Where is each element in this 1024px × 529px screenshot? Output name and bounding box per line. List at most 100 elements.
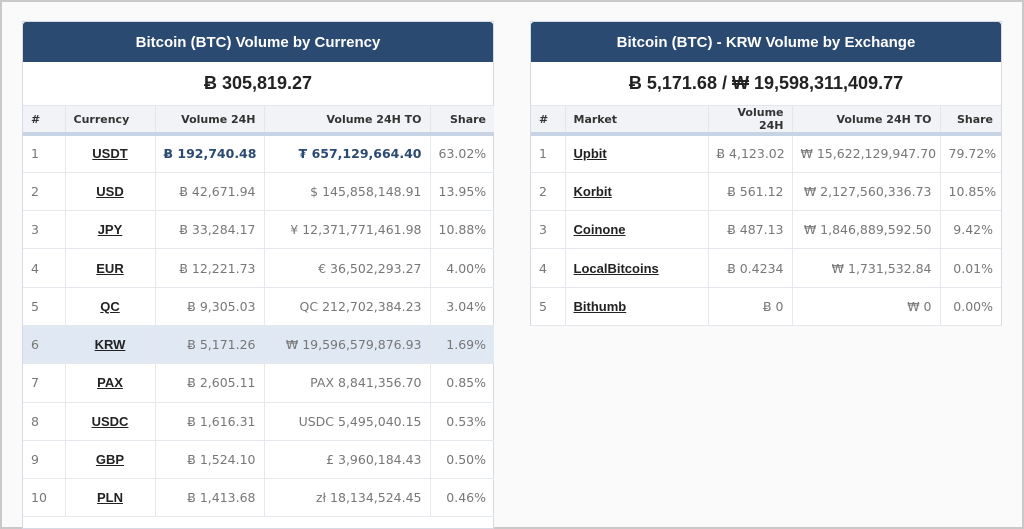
volume-to-cell: USDC 5,495,040.15: [264, 402, 431, 441]
currency-cell: USDC: [65, 402, 156, 441]
market-cell: Bithumb: [565, 287, 709, 326]
share-cell: 0.46%: [430, 478, 494, 518]
currency-cell: USDT: [65, 134, 156, 173]
share-cell: 10.85%: [940, 172, 1001, 212]
currency-link[interactable]: USD: [96, 183, 124, 199]
column-header-share[interactable]: Share: [430, 106, 494, 136]
currency-link[interactable]: PAX: [97, 375, 123, 391]
volume-cell: Ƀ 1,524.10: [155, 440, 265, 480]
market-cell: Korbit: [565, 172, 709, 212]
column-header-rank[interactable]: #: [531, 106, 566, 136]
table-row: 8 USDC Ƀ 1,616.31 USDC 5,495,040.15 0.53%: [23, 402, 494, 441]
share-cell: 10.88%: [430, 210, 494, 250]
share-cell: 1.69%: [430, 325, 494, 365]
currency-cell: GBP: [65, 440, 156, 480]
share-cell: 13.95%: [430, 172, 494, 212]
volume-to-cell: £ 3,960,184.43: [264, 440, 431, 480]
table-row: 3 Coinone Ƀ 487.13 ₩ 1,846,889,592.50 9.42%: [531, 210, 1001, 250]
rank-cell: 7: [23, 363, 66, 403]
column-header-volume[interactable]: Volume 24H: [708, 106, 793, 136]
market-link[interactable]: LocalBitcoins: [573, 260, 659, 276]
volume-to-cell: ₩ 0: [792, 287, 941, 326]
panel-total: Ƀ 5,171.68 / ₩ 19,598,311,409.77: [531, 62, 1001, 106]
currency-cell: PAX: [65, 363, 156, 403]
table-row: 4 EUR Ƀ 12,221.73 € 36,502,293.27 4.00%: [23, 248, 494, 288]
currency-link[interactable]: USDT: [92, 146, 128, 162]
currency-cell: PLN: [65, 478, 156, 518]
currency-link[interactable]: JPY: [97, 222, 123, 238]
currency-link[interactable]: KRW: [94, 337, 126, 353]
column-header-rank[interactable]: #: [23, 106, 66, 136]
volume-cell: Ƀ 9,305.03: [155, 287, 265, 326]
share-cell: 0.53%: [430, 402, 494, 441]
table-row: 5 QC Ƀ 9,305.03 QC 212,702,384.23 3.04%: [23, 287, 494, 326]
market-cell: Coinone: [565, 210, 709, 250]
table-row: 9 GBP Ƀ 1,524.10 £ 3,960,184.43 0.50%: [23, 440, 494, 480]
rank-cell: 8: [23, 402, 66, 441]
market-cell: Upbit: [565, 134, 709, 173]
share-cell: 4.00%: [430, 248, 494, 288]
volume-cell: Ƀ 42,671.94: [155, 172, 265, 212]
volume-cell: Ƀ 1,616.31: [155, 402, 265, 441]
currency-link[interactable]: USDC: [91, 413, 129, 429]
currency-cell: KRW: [65, 325, 156, 365]
currency-link[interactable]: PLN: [97, 490, 123, 506]
volume-cell: Ƀ 0: [708, 287, 793, 326]
currency-cell: QC: [65, 287, 156, 326]
share-cell: 79.72%: [940, 134, 1001, 173]
market-link[interactable]: Korbit: [573, 183, 612, 199]
table-row: 2 USD Ƀ 42,671.94 $ 145,858,148.91 13.95%: [23, 172, 494, 212]
volume-cell: Ƀ 12,221.73: [155, 248, 265, 288]
column-header-share[interactable]: Share: [940, 106, 1001, 136]
volume-to-cell: ₮ 657,129,664.40: [264, 134, 431, 173]
rank-cell: 4: [531, 248, 566, 288]
volume-cell: Ƀ 33,284.17: [155, 210, 265, 250]
volume-to-cell: $ 145,858,148.91: [264, 172, 431, 212]
currency-cell: EUR: [65, 248, 156, 288]
volume-to-cell: QC 212,702,384.23: [264, 287, 431, 326]
volume-to-cell: ₩ 1,731,532.84: [792, 248, 941, 288]
volume-cell: Ƀ 4,123.02: [708, 134, 793, 173]
volume-to-cell: ₩ 1,846,889,592.50: [792, 210, 941, 250]
currency-link[interactable]: GBP: [95, 452, 125, 468]
rank-cell: 3: [531, 210, 566, 250]
market-link[interactable]: Bithumb: [573, 298, 627, 314]
volume-cell: Ƀ 5,171.26: [155, 325, 265, 365]
volume-to-cell: ₩ 15,622,129,947.70: [792, 134, 941, 173]
rank-cell: 9: [23, 440, 66, 480]
currency-cell: USD: [65, 172, 156, 212]
volume-to-cell: PAX 8,841,356.70: [264, 363, 431, 403]
volume-to-cell: ¥ 12,371,771,461.98: [264, 210, 431, 250]
rank-cell: 2: [531, 172, 566, 212]
market-cell: LocalBitcoins: [565, 248, 709, 288]
market-link[interactable]: Upbit: [573, 146, 607, 162]
currency-cell: JPY: [65, 210, 156, 250]
share-cell: 0.00%: [940, 287, 1001, 326]
table-header-row: # Currency Volume 24H Volume 24H TO Shar…: [23, 106, 494, 136]
volume-cell: Ƀ 561.12: [708, 172, 793, 212]
column-header-volume[interactable]: Volume 24H: [155, 106, 265, 136]
table-row: 2 Korbit Ƀ 561.12 ₩ 2,127,560,336.73 10.85%: [531, 172, 1001, 212]
column-header-volume-to[interactable]: Volume 24H TO: [264, 106, 431, 136]
currency-link[interactable]: QC: [100, 298, 120, 314]
currency-link[interactable]: EUR: [96, 260, 124, 276]
rank-cell: 1: [23, 134, 66, 173]
rank-cell: 6: [23, 325, 66, 365]
volume-cell: Ƀ 1,413.68: [155, 478, 265, 518]
column-header-currency[interactable]: Currency: [65, 106, 156, 136]
market-link[interactable]: Coinone: [573, 222, 626, 238]
table-row: 1 USDT Ƀ 192,740.48 ₮ 657,129,664.40 63.02%: [23, 134, 494, 173]
rank-cell: 4: [23, 248, 66, 288]
share-cell: 3.04%: [430, 287, 494, 326]
panel-title: Bitcoin (BTC) - KRW Volume by Exchange: [531, 22, 1001, 62]
volume-cell: Ƀ 192,740.48: [155, 134, 265, 173]
volume-cell: Ƀ 2,605.11: [155, 363, 265, 403]
panel-total: Ƀ 305,819.27: [23, 62, 493, 106]
table-row: 7 PAX Ƀ 2,605.11 PAX 8,841,356.70 0.85%: [23, 363, 494, 403]
volume-cell: Ƀ 0.4234: [708, 248, 793, 288]
column-header-volume-to[interactable]: Volume 24H TO: [792, 106, 941, 136]
table-row: 4 LocalBitcoins Ƀ 0.4234 ₩ 1,731,532.84 0.01…: [531, 248, 1001, 288]
krw-volume-by-exchange-panel: Bitcoin (BTC) - KRW Volume by Exchange Ƀ…: [530, 21, 1002, 326]
column-header-market[interactable]: Market: [565, 106, 709, 136]
currency-table: # Currency Volume 24H Volume 24H TO Shar…: [23, 106, 494, 518]
